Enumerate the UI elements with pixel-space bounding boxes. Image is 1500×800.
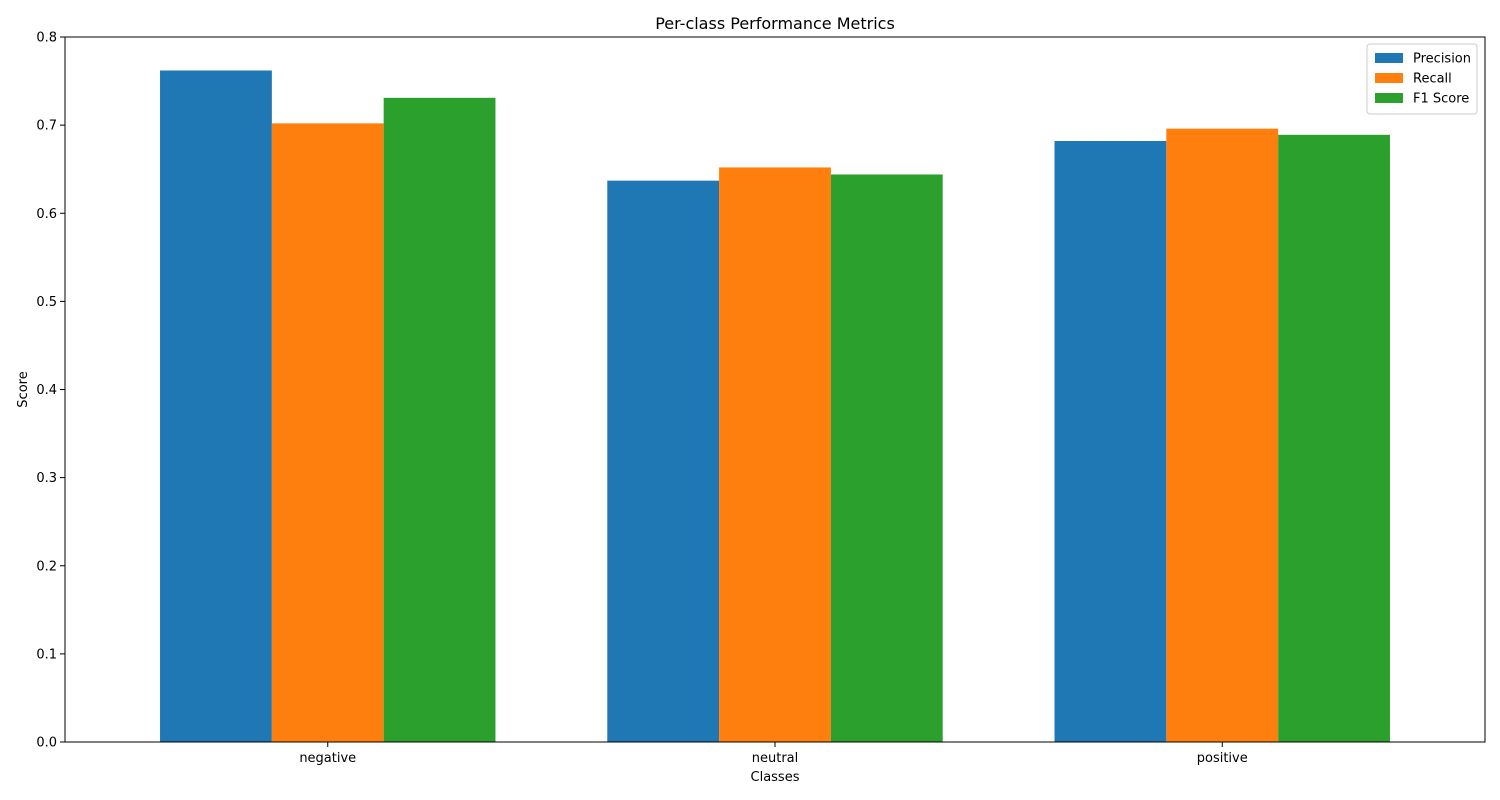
y-tick-label: 0.1 [36, 647, 57, 662]
bar-positive-f1-score [1278, 134, 1390, 743]
bar-positive-precision [1054, 140, 1167, 743]
bars-group [160, 70, 1390, 743]
bar-negative-precision [160, 70, 272, 743]
bar-neutral-recall [719, 167, 831, 743]
x-axis-title: Classes [751, 770, 800, 785]
bar-positive-recall [1166, 128, 1279, 742]
y-tick-label: 0.0 [36, 736, 57, 751]
y-axis-title: Score [16, 371, 31, 407]
legend-swatch-recall [1375, 73, 1403, 83]
y-tick-label: 0.8 [36, 31, 57, 46]
y-tick-label: 0.4 [36, 383, 57, 398]
x-tick-label: positive [1197, 751, 1248, 766]
y-tick-label: 0.6 [36, 207, 57, 222]
bar-negative-f1-score [383, 97, 496, 742]
legend-label: Precision [1413, 52, 1471, 67]
y-tick-label: 0.5 [36, 295, 57, 310]
y-tick-label: 0.7 [36, 119, 57, 134]
legend-label: F1 Score [1413, 92, 1469, 107]
x-axis: negative neutral positive [299, 742, 1248, 766]
bar-neutral-precision [607, 180, 720, 743]
chart-title: Per-class Performance Metrics [655, 14, 895, 33]
legend: Precision Recall F1 Score [1366, 43, 1478, 115]
legend-swatch-f1-score [1375, 93, 1403, 103]
legend-swatch-precision [1375, 53, 1403, 63]
x-tick-label: negative [299, 751, 356, 766]
plot-frame [64, 36, 1486, 743]
x-tick-label: neutral [752, 751, 799, 766]
legend-label: Recall [1413, 72, 1452, 87]
y-tick-label: 0.3 [36, 471, 57, 486]
bar-negative-recall [271, 123, 384, 743]
y-tick-label: 0.2 [36, 559, 57, 574]
y-axis: 0.0 0.1 0.2 0.3 0.4 0.5 0.6 0.7 0.8 [36, 31, 65, 751]
bar-neutral-f1-score [830, 174, 943, 743]
